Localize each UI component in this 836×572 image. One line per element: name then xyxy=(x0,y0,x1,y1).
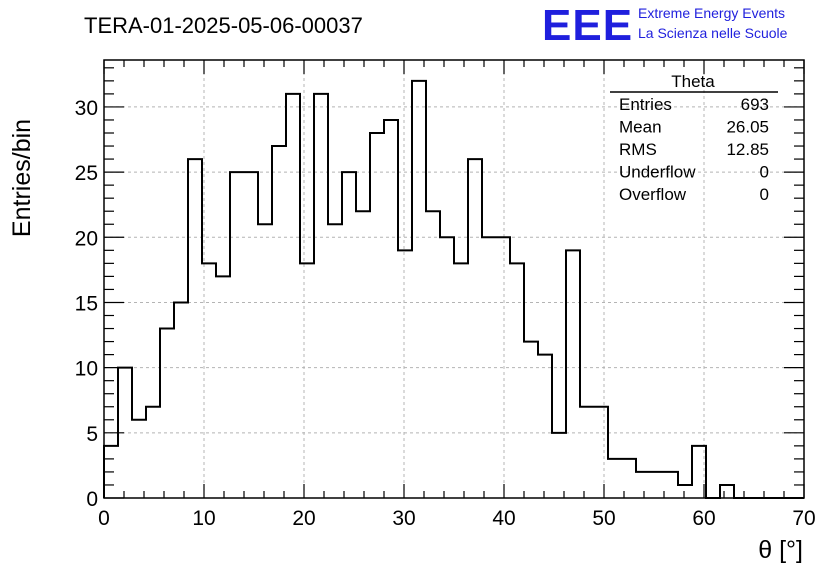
y-tick-label: 30 xyxy=(75,97,98,120)
plot-frame xyxy=(103,59,805,499)
stats-label: RMS xyxy=(619,140,657,159)
histogram-outline xyxy=(103,79,804,499)
x-tick-label: 50 xyxy=(592,507,615,530)
logo-line-1: Extreme Energy Events xyxy=(638,5,785,21)
x-tick-label: 70 xyxy=(792,507,815,530)
stats-label: Underflow xyxy=(619,163,696,182)
y-tick-labels: 0 5 10 15 20 25 30 xyxy=(75,97,98,511)
stats-value: 0 xyxy=(760,163,769,182)
y-axis-label: Entries/bin xyxy=(8,119,36,237)
y-tick-label: 10 xyxy=(75,358,98,381)
stats-value: 0 xyxy=(760,185,769,204)
x-tick-label: 10 xyxy=(192,507,215,530)
grid xyxy=(104,60,804,498)
x-tick-labels: 0 10 20 30 40 50 60 70 xyxy=(98,507,816,530)
x-axis-label: θ [°] xyxy=(758,536,803,564)
stats-box-title: Theta xyxy=(671,72,715,91)
x-tick-label: 40 xyxy=(492,507,515,530)
stats-value: 693 xyxy=(741,95,769,114)
y-tick-label: 15 xyxy=(75,292,98,315)
y-tick-label: 5 xyxy=(86,423,98,446)
stats-value: 12.85 xyxy=(726,140,769,159)
stats-rows: Entries 693 Mean 26.05 RMS 12.85 Underflow 0 Ove… xyxy=(619,95,769,204)
stats-label: Mean xyxy=(619,118,662,137)
chart-title: TERA-01-2025-05-06-00037 xyxy=(84,13,363,38)
x-tick-label: 20 xyxy=(292,507,315,530)
stats-box: Theta Entries 693 Mean 26.05 RMS 12.85 Underfl… xyxy=(610,72,778,204)
y-tick-label: 20 xyxy=(75,227,98,250)
x-tick-label: 60 xyxy=(692,507,715,530)
y-tick-label: 25 xyxy=(75,162,98,185)
logo-line-2: La Scienza nelle Scuole xyxy=(638,25,788,41)
axis-ticks xyxy=(103,60,805,499)
stats-label: Entries xyxy=(619,95,672,114)
x-tick-label: 30 xyxy=(392,507,415,530)
eee-logo-mark: EEE xyxy=(542,1,633,50)
stats-label: Overflow xyxy=(619,185,687,204)
stats-value: 26.05 xyxy=(726,118,769,137)
y-tick-label: 0 xyxy=(86,488,98,511)
x-tick-label: 0 xyxy=(98,507,110,530)
